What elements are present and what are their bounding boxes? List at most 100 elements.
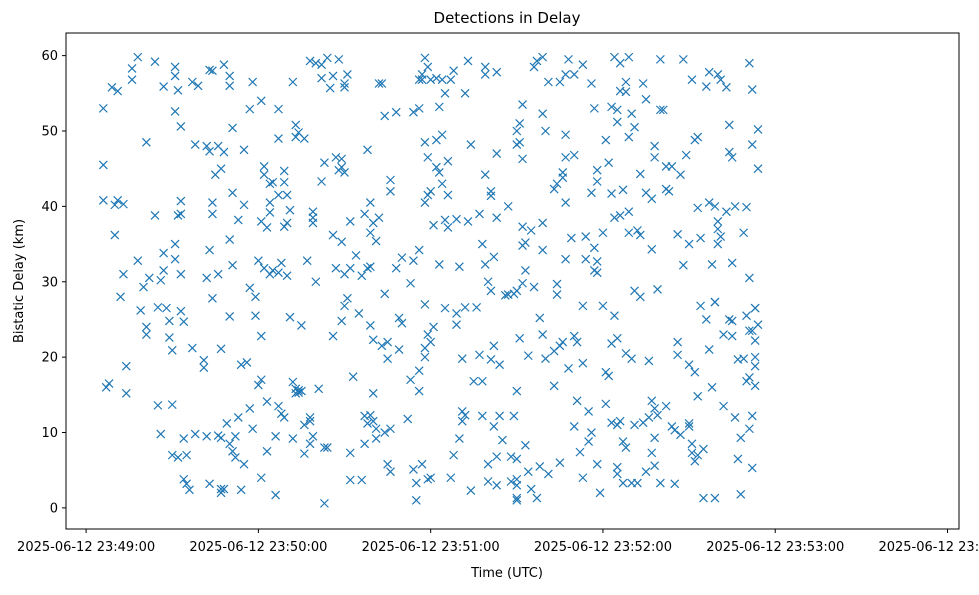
data-point <box>569 70 579 79</box>
data-point <box>678 260 688 270</box>
data-point <box>345 448 355 458</box>
data-point <box>216 484 226 494</box>
data-point <box>357 475 367 485</box>
data-point <box>208 293 217 303</box>
data-point <box>719 401 728 411</box>
data-point <box>239 145 249 155</box>
data-point <box>750 381 760 391</box>
data-point <box>466 486 476 495</box>
data-point <box>167 345 177 355</box>
data-point <box>167 400 177 410</box>
data-point <box>460 88 470 98</box>
data-point <box>673 229 683 239</box>
data-point <box>601 367 611 377</box>
data-point <box>371 434 381 443</box>
data-point <box>170 254 180 264</box>
data-point <box>598 301 608 311</box>
data-point <box>690 456 700 466</box>
data-point <box>552 279 562 289</box>
data-point <box>515 137 525 147</box>
data-point <box>230 452 240 462</box>
data-point <box>618 437 628 446</box>
data-point <box>520 238 530 247</box>
data-point <box>420 198 430 208</box>
data-point <box>414 103 424 113</box>
data-point <box>520 440 530 450</box>
data-point <box>750 352 760 362</box>
data-point <box>268 177 278 187</box>
data-point <box>727 331 737 341</box>
data-point <box>437 75 447 85</box>
data-point <box>538 52 548 62</box>
data-point <box>383 459 393 469</box>
data-point <box>299 420 309 430</box>
data-point <box>179 434 189 443</box>
data-point <box>492 452 502 462</box>
data-point <box>173 452 183 462</box>
data-point <box>340 82 349 92</box>
data-point <box>655 105 665 115</box>
data-point <box>744 424 754 434</box>
data-point <box>150 210 160 220</box>
data-point <box>555 341 565 351</box>
data-point <box>121 388 131 398</box>
data-point <box>564 54 573 64</box>
data-point <box>469 376 479 386</box>
data-point <box>251 311 260 321</box>
data-point <box>587 188 596 198</box>
data-point <box>744 58 754 68</box>
data-point <box>670 479 680 489</box>
data-point <box>518 154 527 164</box>
data-point <box>615 416 625 426</box>
data-point <box>253 256 263 266</box>
data-point <box>624 52 634 62</box>
data-point <box>658 105 668 115</box>
data-point <box>693 391 703 401</box>
data-point <box>144 273 154 283</box>
data-point <box>348 372 358 382</box>
data-point <box>127 64 137 73</box>
data-point <box>113 86 123 96</box>
data-point <box>414 75 424 85</box>
data-point <box>747 85 757 94</box>
data-point <box>561 152 571 162</box>
data-point <box>259 170 269 180</box>
data-point <box>730 413 740 422</box>
data-point <box>311 277 321 287</box>
data-point <box>667 422 677 431</box>
data-point <box>170 239 180 249</box>
data-point <box>673 337 683 347</box>
data-point <box>411 495 421 505</box>
data-point <box>98 160 108 170</box>
data-point <box>360 439 370 449</box>
data-point <box>225 312 235 321</box>
data-point <box>747 411 757 421</box>
data-point <box>170 62 180 72</box>
data-point <box>541 354 550 364</box>
data-point <box>159 82 169 91</box>
data-point <box>489 422 499 431</box>
data-point <box>449 450 459 460</box>
data-point <box>492 149 502 159</box>
data-point <box>650 403 660 413</box>
data-point <box>475 209 484 219</box>
data-point <box>538 245 548 255</box>
data-point <box>523 351 533 361</box>
y-axis-title: Bistatic Delay (km) <box>12 219 27 343</box>
data-point <box>489 341 499 351</box>
data-point <box>279 166 289 176</box>
data-point <box>205 65 214 75</box>
data-point <box>621 87 631 97</box>
data-point <box>512 386 522 396</box>
data-point <box>466 140 476 149</box>
data-point <box>716 75 726 85</box>
data-point <box>572 396 582 406</box>
data-point <box>687 439 697 449</box>
data-point <box>687 75 697 85</box>
data-point <box>176 122 186 131</box>
data-point <box>678 54 688 64</box>
data-point <box>219 147 229 157</box>
data-point <box>409 107 418 117</box>
data-point <box>681 150 691 160</box>
data-point <box>173 210 183 220</box>
